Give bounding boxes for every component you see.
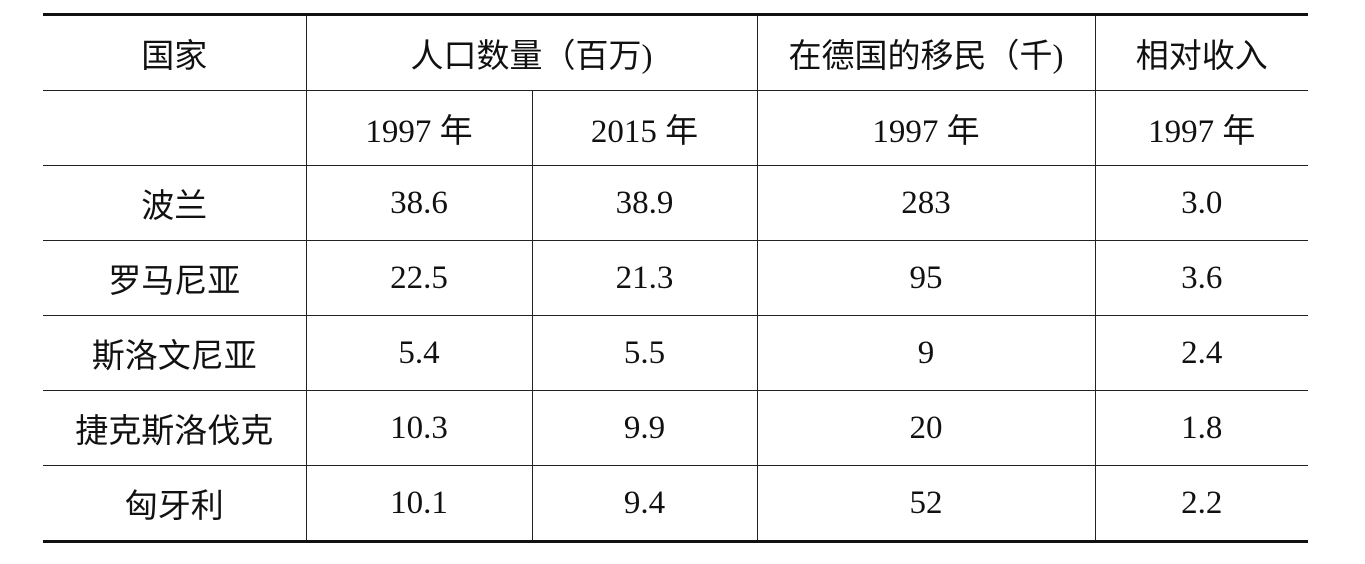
table-row: 斯洛文尼亚 5.4 5.5 9 2.4 [43, 315, 1308, 391]
value-cell: 10.3 [305, 390, 533, 466]
subheader-cell: 1997 年 [305, 90, 533, 166]
table-row: 国家 人口数量（百万) 在德国的移民（千) 相对收入 [43, 13, 1308, 91]
value-cell: 9.9 [531, 390, 758, 466]
country-cell: 波兰 [43, 165, 307, 241]
subheader-cell: 1997 年 [1094, 90, 1308, 166]
value-cell: 20 [756, 390, 1096, 466]
subheader-cell: 2015 年 [531, 90, 758, 166]
value-cell: 22.5 [305, 240, 533, 316]
value-cell: 2.4 [1094, 315, 1308, 391]
table-row: 1997 年 2015 年 1997 年 1997 年 [43, 90, 1308, 166]
value-cell: 10.1 [305, 465, 533, 543]
country-cell: 捷克斯洛伐克 [43, 390, 307, 466]
table-row: 波兰 38.6 38.9 283 3.0 [43, 165, 1308, 241]
value-cell: 3.6 [1094, 240, 1308, 316]
empty-cell [43, 90, 307, 166]
value-cell: 38.9 [531, 165, 758, 241]
value-cell: 5.5 [531, 315, 758, 391]
value-cell: 9.4 [531, 465, 758, 543]
header-cell: 相对收入 [1094, 13, 1308, 91]
header-cell: 在德国的移民（千) [756, 13, 1096, 91]
country-cell: 斯洛文尼亚 [43, 315, 307, 391]
header-cell: 人口数量（百万) [305, 13, 758, 91]
data-table: 国家 人口数量（百万) 在德国的移民（千) 相对收入 1997 年 2015 年 1997 … [43, 13, 1308, 543]
value-cell: 21.3 [531, 240, 758, 316]
value-cell: 5.4 [305, 315, 533, 391]
value-cell: 1.8 [1094, 390, 1308, 466]
country-cell: 匈牙利 [43, 465, 307, 543]
country-cell: 罗马尼亚 [43, 240, 307, 316]
value-cell: 3.0 [1094, 165, 1308, 241]
value-cell: 38.6 [305, 165, 533, 241]
header-cell: 国家 [43, 13, 307, 91]
value-cell: 9 [756, 315, 1096, 391]
value-cell: 52 [756, 465, 1096, 543]
subheader-cell: 1997 年 [756, 90, 1096, 166]
value-cell: 95 [756, 240, 1096, 316]
table-body: 国家 人口数量（百万) 在德国的移民（千) 相对收入 1997 年 2015 年 1997 … [43, 13, 1308, 543]
table-row: 罗马尼亚 22.5 21.3 95 3.6 [43, 240, 1308, 316]
table-row: 捷克斯洛伐克 10.3 9.9 20 1.8 [43, 390, 1308, 466]
table-row: 匈牙利 10.1 9.4 52 2.2 [43, 465, 1308, 543]
value-cell: 2.2 [1094, 465, 1308, 543]
value-cell: 283 [756, 165, 1096, 241]
